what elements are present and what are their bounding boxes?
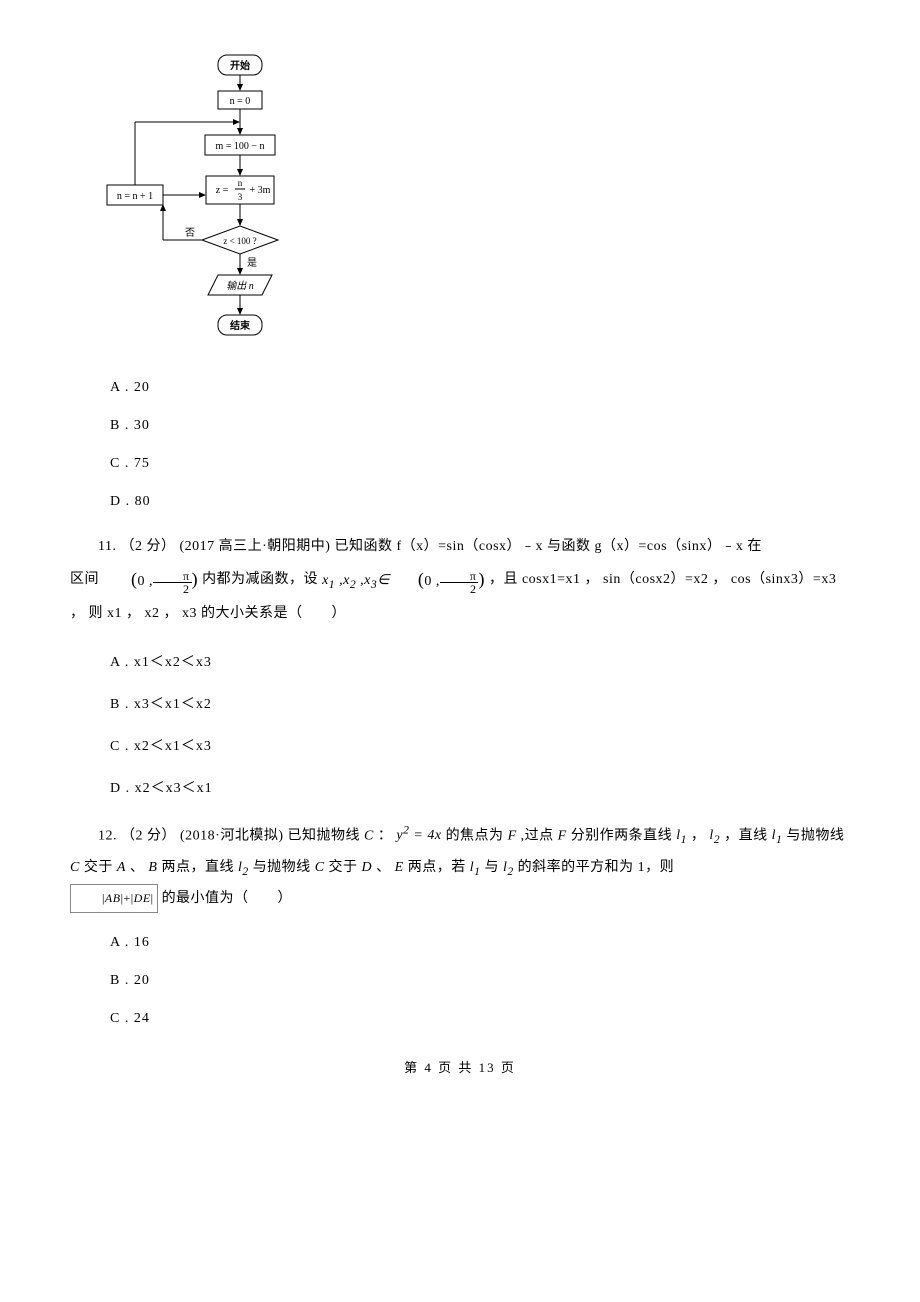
q12-l2: l2 xyxy=(709,828,720,843)
q12-p9: 交于 xyxy=(80,860,117,875)
q12-c-value: 24 xyxy=(134,1011,150,1026)
svg-text:3: 3 xyxy=(238,192,243,202)
flowchart-svg: 开始 n = 0 m = 100 − n z = n 3 + 3m xyxy=(100,50,310,350)
svg-text:n: n xyxy=(238,178,243,188)
flow-dec-label: z < 100 ? xyxy=(223,236,256,246)
q12-E: E xyxy=(395,860,404,875)
q10-b-value: 30 xyxy=(134,418,150,433)
q11-option-b: B . x3＜x1＜x2 xyxy=(110,693,850,713)
flowchart-figure: 开始 n = 0 m = 100 − n z = n 3 + 3m xyxy=(100,50,850,350)
q11-b-value: x3＜x1＜x2 xyxy=(134,697,212,712)
flow-calc1-label: m = 100 − n xyxy=(215,141,264,152)
svg-text:z =: z = xyxy=(216,185,229,196)
flow-step-label: n = n + 1 xyxy=(117,191,153,202)
q10-c-value: 75 xyxy=(134,456,150,471)
q10-d-value: 80 xyxy=(135,494,151,509)
flow-out-label: 输出 n xyxy=(226,280,254,292)
q12-p18: 的最小值为（ ） xyxy=(158,891,293,906)
flow-init-label: n = 0 xyxy=(230,96,251,107)
flow-no-label: 否 xyxy=(185,227,195,239)
q12-p1: 12. （2 分） (2018·河北模拟) 已知抛物线 xyxy=(98,828,364,843)
q12-Cb: C xyxy=(70,860,80,875)
q11-c-value: x2＜x1＜x3 xyxy=(134,739,212,754)
q12-l1: l1 xyxy=(676,828,687,843)
q12-p12: 与抛物线 xyxy=(249,860,315,875)
q10-option-d: D . 80 xyxy=(110,494,850,510)
q11-option-d: D . x2＜x3＜x1 xyxy=(110,777,850,797)
q11-prefix: 11. （2 分） (2017 高三上·朝阳期中) 已知函数 f（x）=sin（… xyxy=(98,539,762,554)
q12-p5: 分别作两条直线 xyxy=(567,828,677,843)
page: 开始 n = 0 m = 100 − n z = n 3 + 3m xyxy=(0,0,920,1096)
q11-option-c: C . x2＜x1＜x3 xyxy=(110,735,850,755)
page-footer: 第 4 页 共 13 页 xyxy=(70,1057,850,1076)
q11-mid2: 内都为减函数，设 xyxy=(198,573,322,588)
q12-option-b: B . 20 xyxy=(110,973,850,989)
q12-p15: 两点，若 xyxy=(404,860,470,875)
q12-p14: 、 xyxy=(372,860,395,875)
q12-option-c: C . 24 xyxy=(110,1011,850,1027)
q12-p4: ,过点 xyxy=(517,828,558,843)
q12-a-value: 16 xyxy=(134,935,150,950)
q11-text: 11. （2 分） (2017 高三上·朝阳期中) 已知函数 f（x）=sin（… xyxy=(70,532,850,629)
q12-abde: |AB|+|DE| xyxy=(70,884,158,913)
q12-p11: 两点，直线 xyxy=(157,860,238,875)
q12-D: D xyxy=(362,860,373,875)
q10-option-b: B . 30 xyxy=(110,418,850,434)
q11-a-value: x1＜x2＜x3 xyxy=(134,655,212,670)
q11-interval1: (0 ,π2) xyxy=(103,561,198,599)
q12-eq: y2 = 4x xyxy=(396,828,441,843)
q12-Cc: C xyxy=(315,860,325,875)
q12-l1c: l1 xyxy=(470,860,481,875)
q12-F: F xyxy=(508,828,517,843)
q12-p16: 与 xyxy=(480,860,503,875)
q12-p2: ： xyxy=(374,828,397,843)
q11-interval2: (0 ,π2) xyxy=(390,561,485,599)
q12-F2: F xyxy=(558,828,567,843)
q11-vars: x1 ,x2 ,x3∈ xyxy=(322,573,390,588)
q10-a-value: 20 xyxy=(134,380,150,395)
q12-text: 12. （2 分） (2018·河北模拟) 已知抛物线 C ： y2 = 4x … xyxy=(70,819,850,914)
q12-l2b: l2 xyxy=(238,860,249,875)
q12-A: A xyxy=(117,860,126,875)
flow-end-label: 结束 xyxy=(230,319,251,332)
q12-C: C xyxy=(364,828,374,843)
q12-p7: ，直线 xyxy=(720,828,772,843)
q11-d-value: x2＜x3＜x1 xyxy=(135,781,213,796)
q12-p10: 、 xyxy=(126,860,149,875)
q12-p13: 交于 xyxy=(325,860,362,875)
q10-option-c: C . 75 xyxy=(110,456,850,472)
q12-p3: 的焦点为 xyxy=(442,828,508,843)
q11-mid1: 区间 xyxy=(70,573,103,588)
q12-b-value: 20 xyxy=(134,973,150,988)
q12-l1b: l1 xyxy=(772,828,783,843)
q10-option-a: A . 20 xyxy=(110,380,850,396)
flow-start-label: 开始 xyxy=(230,59,250,72)
flow-yes-label: 是 xyxy=(247,257,257,269)
q12-p17: 的斜率的平方和为 1，则 xyxy=(514,860,675,875)
q12-p8: 与抛物线 xyxy=(782,828,844,843)
q12-p6: ， xyxy=(687,828,710,843)
q12-option-a: A . 16 xyxy=(110,935,850,951)
q11-option-a: A . x1＜x2＜x3 xyxy=(110,651,850,671)
svg-text:+ 3m: + 3m xyxy=(250,185,271,196)
q12-l2c: l2 xyxy=(503,860,514,875)
